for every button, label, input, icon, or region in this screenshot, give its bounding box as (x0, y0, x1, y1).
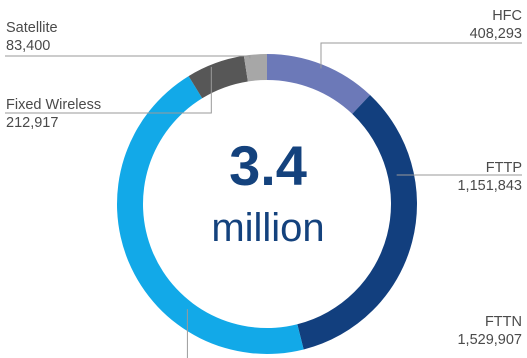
donut-slice-fttn (117, 76, 304, 354)
label-fttp-value: 1,151,843 (457, 178, 522, 194)
center-total-value: 3.4 (229, 134, 307, 197)
leader-line-satellite (5, 55, 251, 59)
label-fttn-name: FTTN (484, 314, 522, 330)
label-fttn-value: 1,529,907 (457, 332, 522, 348)
donut-slice-satellite (243, 54, 267, 82)
label-hfc-value: 408,293 (469, 26, 522, 42)
label-fixed-wireless-name: Fixed Wireless (6, 97, 102, 113)
center-total-unit: million (211, 206, 325, 250)
label-fixed-wireless-value: 212,917 (6, 115, 59, 131)
label-fttp-name: FTTP (485, 160, 522, 176)
leader-line-fixed-wireless (5, 66, 212, 114)
label-satellite-value: 83,400 (6, 38, 51, 54)
donut-slice-fttp (297, 95, 417, 350)
label-satellite-name: Satellite (6, 20, 58, 36)
leader-line-hfc (320, 42, 522, 69)
label-hfc-name: HFC (492, 8, 522, 24)
donut-slice-hfc (267, 54, 371, 114)
donut-slice-fixed-wireless (188, 55, 248, 99)
